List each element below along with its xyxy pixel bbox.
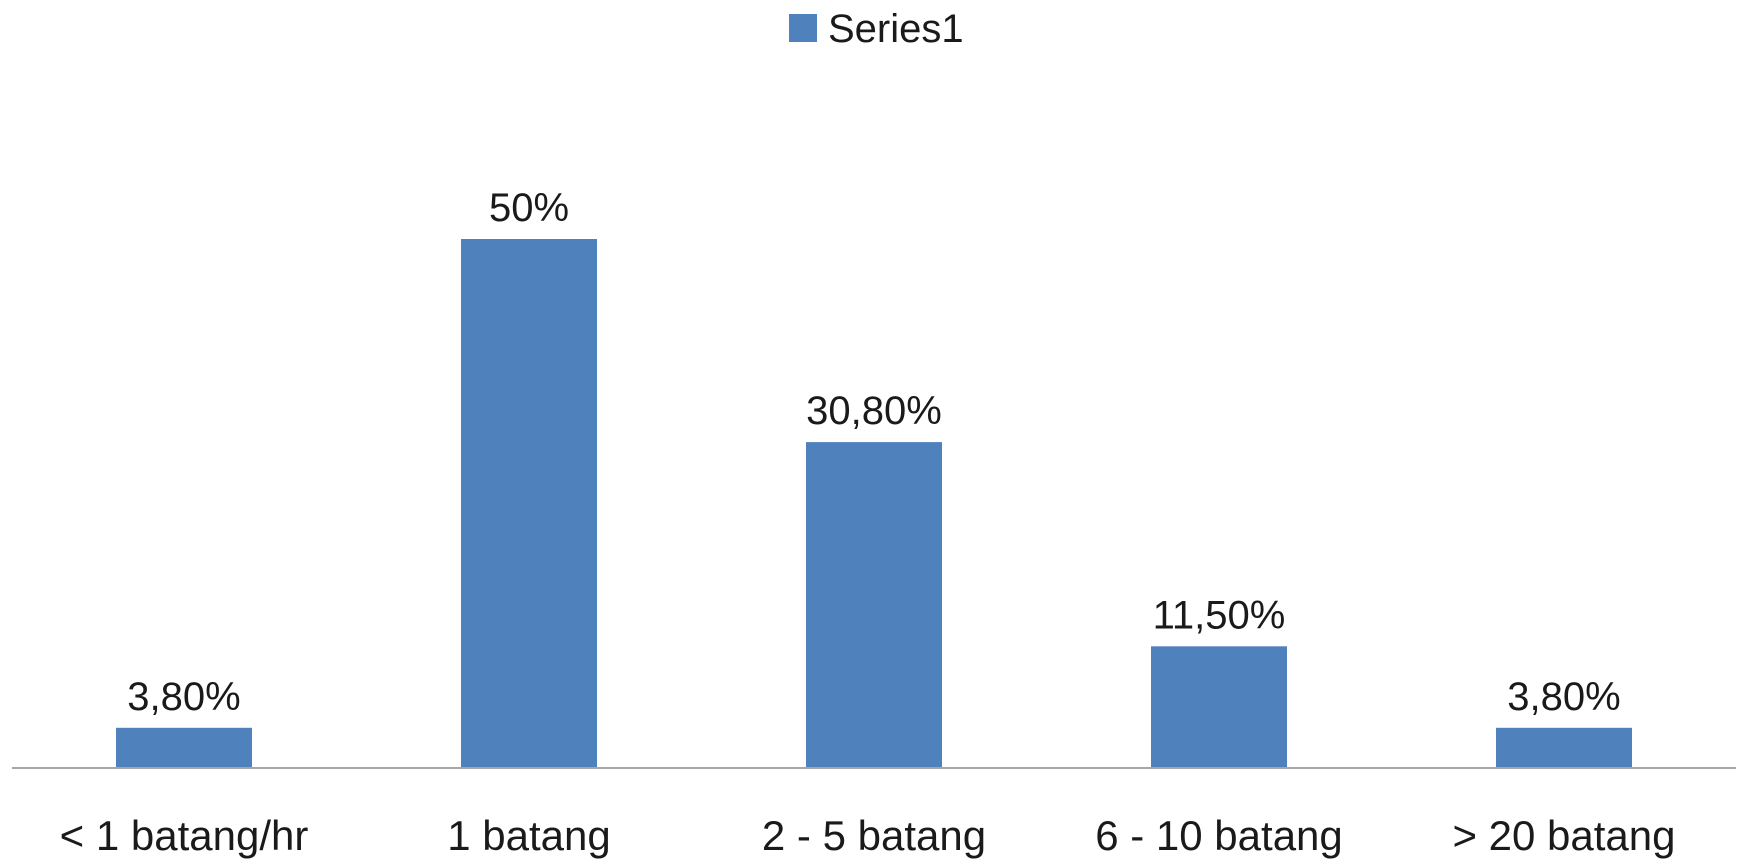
- x-tick-label-1: 1 batang: [447, 812, 611, 859]
- bars-group: [116, 239, 1632, 768]
- x-tick-label-2: 2 - 5 batang: [762, 812, 986, 859]
- data-label-2: 30,80%: [806, 389, 942, 433]
- bar-3: [1151, 646, 1287, 768]
- data-label-3: 11,50%: [1153, 593, 1286, 637]
- bar-0: [116, 727, 252, 768]
- x-tick-label-4: > 20 batang: [1452, 812, 1675, 859]
- data-labels-group: 3,80% 50% 30,80% 11,50% 3,80%: [127, 186, 1620, 719]
- bar-2: [806, 442, 942, 768]
- data-label-1: 50%: [489, 186, 569, 230]
- x-tick-labels-group: < 1 batang/hr 1 batang 2 - 5 batang 6 - 10 …: [60, 812, 1676, 859]
- data-label-4: 3,80%: [1507, 675, 1620, 719]
- legend: Series1: [789, 7, 964, 51]
- legend-swatch-series1: [789, 14, 817, 42]
- x-tick-label-3: 6 - 10 batang: [1095, 812, 1343, 859]
- bar-4: [1496, 727, 1632, 768]
- x-tick-label-0: < 1 batang/hr: [60, 812, 309, 859]
- legend-label-series1: Series1: [828, 7, 964, 51]
- bar-1: [461, 239, 597, 768]
- data-label-0: 3,80%: [127, 675, 240, 719]
